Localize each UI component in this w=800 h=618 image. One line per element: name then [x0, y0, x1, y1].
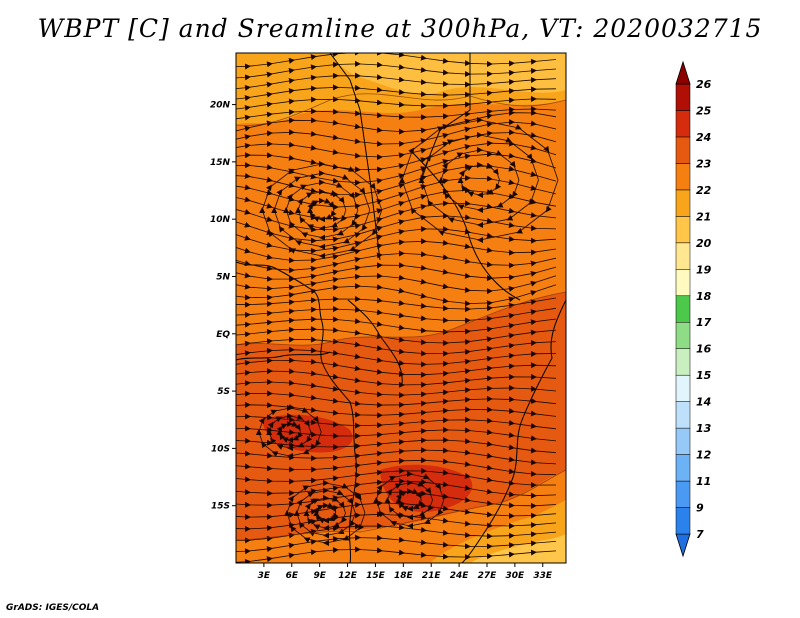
x-tick-label: 6E [286, 571, 299, 581]
y-tick-label: 15S [211, 502, 230, 512]
colorbar-label: 9 [696, 502, 704, 515]
colorbar-swatch [675, 454, 691, 482]
chart-title: WBPT [C] and Sreamline at 300hPa, VT: 20… [37, 14, 763, 43]
colorbar-swatch [675, 242, 691, 270]
colorbar-label: 7 [696, 528, 704, 541]
plot-frame [235, 52, 567, 564]
colorbar-label: 15 [696, 369, 712, 382]
y-axis: 20N 15N 10N 5N EQ 5S 10S 15S [210, 101, 236, 512]
colorbar-label: 14 [696, 396, 711, 409]
colorbar-label: 12 [696, 449, 712, 462]
wbpt-contour [236, 469, 566, 541]
colorbar-label: 16 [696, 343, 712, 356]
streamline [259, 161, 383, 259]
y-tick-label: 10N [210, 215, 231, 225]
colorbar-swatch [675, 427, 691, 455]
y-tick-label: 5S [217, 387, 230, 397]
colorbar-label: 13 [696, 422, 712, 435]
streamline [284, 480, 366, 546]
colorbar-label: 17 [696, 316, 712, 329]
colorbar-swatch [675, 83, 691, 111]
colorbar-swatch [675, 348, 691, 376]
colorbar-label: 20 [696, 237, 712, 250]
colorbar-swatch [675, 136, 691, 164]
x-tick-label: 12E [338, 571, 358, 581]
y-tick-label: 20N [210, 101, 231, 111]
colorbar-label: 22 [696, 184, 712, 197]
grads-credit: GrADS: IGES/COLA [6, 603, 100, 613]
colorbar-label: 23 [696, 157, 712, 170]
colorbar-swatch [675, 374, 691, 402]
wbpt-contour [236, 93, 566, 126]
x-tick-label: 9E [313, 571, 326, 581]
x-tick-label: 30E [506, 571, 526, 581]
wbpt-contour [236, 291, 566, 346]
x-tick-label: 21E [422, 571, 442, 581]
colorbar-swatch [675, 189, 691, 217]
streamline [399, 117, 559, 243]
colorbar-label: 24 [696, 131, 711, 144]
colorbar-swatch [675, 507, 691, 535]
colorbar-label: 18 [696, 290, 712, 303]
streamline [236, 84, 557, 101]
y-tick-label: EQ [216, 330, 230, 340]
x-tick-label: 3E [258, 571, 271, 581]
colorbar-label: 19 [696, 263, 712, 276]
colorbar-swatch [675, 295, 691, 323]
colorbar-label: 26 [696, 78, 712, 91]
colorbar-label: 25 [696, 104, 712, 117]
x-tick-label: 18E [394, 571, 414, 581]
x-axis: 3E 6E 9E 12E 15E 18E 21E 24E 27E 30E 33E [258, 563, 553, 581]
streamlines [236, 53, 559, 563]
contours [236, 93, 566, 541]
colorbar-high-triangle [675, 60, 691, 85]
colorbar-swatch [675, 216, 691, 244]
colorbar-low-triangle [675, 533, 691, 558]
x-tick-label: 15E [366, 571, 386, 581]
colorbar-swatch [675, 401, 691, 429]
y-tick-label: 10S [211, 444, 230, 454]
y-tick-label: 15N [210, 158, 231, 168]
colorbar-swatch [675, 269, 691, 297]
colorbar-label: 11 [696, 475, 711, 488]
colorbar-swatch [675, 163, 691, 191]
streamline [373, 471, 445, 529]
colorbar-label: 21 [696, 210, 711, 223]
x-tick-label: 24E [450, 571, 470, 581]
x-tick-label: 33E [533, 571, 553, 581]
colorbar-swatch [675, 480, 691, 508]
x-tick-label: 27E [478, 571, 498, 581]
streamline [236, 72, 557, 91]
y-tick-label: 5N [216, 272, 230, 282]
colorbar-swatch [675, 110, 691, 138]
streamline [236, 546, 557, 563]
colorbar-swatch [675, 321, 691, 349]
colorbar: 7 9 11 12 13 14 15 16 17 18 19 20 21 22 23 24 25 26 [675, 60, 712, 558]
streamline [236, 95, 557, 111]
plot-area [236, 53, 566, 563]
streamline [255, 405, 322, 459]
